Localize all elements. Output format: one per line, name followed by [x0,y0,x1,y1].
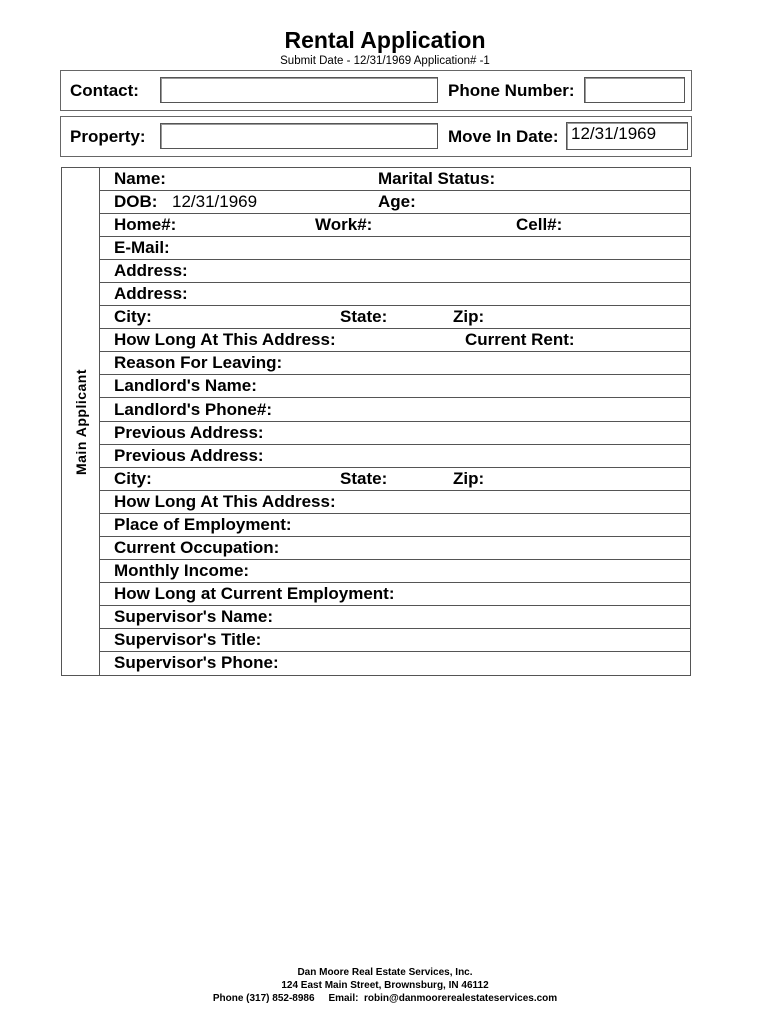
applicant-row[interactable]: How Long at Current Employment: [100,583,690,606]
applicant-row[interactable]: Previous Address: [100,445,690,468]
field-label: How Long at Current Employment: [114,583,395,603]
applicant-row[interactable]: Supervisor's Title: [100,629,690,652]
field-label: Current Rent: [465,330,575,350]
field-label: State: [340,468,388,488]
field-label: Reason For Leaving: [114,353,283,373]
phone-number-label: Phone Number: [448,81,575,100]
move-in-date-input[interactable]: 12/31/1969 [566,122,688,150]
applicant-row[interactable]: DOB: 12/31/1969 Age: [100,191,690,215]
field-label: Place of Employment: [114,514,292,534]
field-label: Age: [378,192,416,212]
footer-company: Dan Moore Real Estate Services, Inc. [297,967,473,978]
field-label: Address: [114,284,188,304]
contact-label: Contact: [70,81,139,100]
property-input[interactable] [160,123,438,149]
field-label: Marital Status: [378,169,496,188]
field-label: Zip: [453,468,485,488]
field-label: Home#: [114,215,177,235]
main-applicant-side-label: Main Applicant [62,168,100,675]
field-label: Supervisor's Title: [114,630,262,649]
field-label: Zip: [453,307,485,327]
applicant-row[interactable]: City: State: Zip: [100,306,690,330]
field-label: Name: [114,169,166,188]
field-label: Landlord's Name: [114,376,257,396]
page-title: Rental Application [284,27,486,53]
applicant-row[interactable]: Address: [100,283,690,307]
field-label: Previous Address: [114,422,264,442]
applicant-row[interactable]: Current Occupation: [100,537,690,560]
field-label: E-Mail: [114,238,170,258]
field-label: Supervisor's Phone: [114,653,279,673]
applicant-row[interactable]: Supervisor's Phone: [100,652,690,675]
submit-info: Submit Date - 12/31/1969 Application# -1 [280,55,490,67]
phone-number-input[interactable] [584,77,685,103]
applicant-row[interactable]: Monthly Income: [100,560,690,583]
applicant-row[interactable]: Home#: Work#: Cell#: [100,214,690,238]
field-value: 12/31/1969 [172,192,258,212]
contact-section [60,70,692,111]
applicant-table [61,167,691,676]
applicant-row[interactable]: Place of Employment: [100,514,690,537]
applicant-row[interactable]: Landlord's Name: [100,375,690,399]
applicant-row[interactable]: Landlord's Phone#: [100,399,690,422]
contact-input[interactable] [160,77,438,103]
applicant-row[interactable]: Supervisor's Name: [100,606,690,629]
applicant-row[interactable]: Name: Marital Status: [100,168,690,191]
field-label: Address: [114,261,188,281]
footer-contact: Phone (317) 852-8986 Email: robin@danmoo… [212,993,558,1004]
footer-address: 124 East Main Street, Brownsburg, IN 461… [281,980,489,991]
field-label: Landlord's Phone#: [114,399,272,419]
field-label: How Long At This Address: [114,491,336,511]
field-label: Monthly Income: [114,560,250,580]
field-label: Supervisor's Name: [114,606,273,626]
property-label: Property: [70,127,146,146]
applicant-row[interactable]: E-Mail: [100,237,690,261]
field-label: Previous Address: [114,445,264,465]
applicant-row[interactable]: Reason For Leaving: [100,352,690,376]
field-label: Work#: [315,215,373,235]
move-in-date-label: Move In Date: [448,127,559,146]
field-label: Cell#: [516,215,563,235]
footer: Dan Moore Real Estate Services, Inc. 124… [0,966,770,1005]
applicant-row[interactable]: City: State: Zip: [100,468,690,491]
applicant-row[interactable]: How Long At This Address: [100,491,690,514]
applicant-row[interactable]: Address: [100,260,690,284]
field-label: City: [114,307,152,327]
main-applicant-text: Main Applicant [72,368,89,475]
applicant-row[interactable]: Previous Address: [100,422,690,445]
field-label: DOB: [114,192,158,212]
field-label: Current Occupation: [114,537,280,557]
applicant-row[interactable]: How Long At This Address: Current Rent: [100,329,690,353]
field-label: How Long At This Address: [114,330,336,350]
field-label: State: [340,307,388,327]
field-label: City: [114,468,152,488]
